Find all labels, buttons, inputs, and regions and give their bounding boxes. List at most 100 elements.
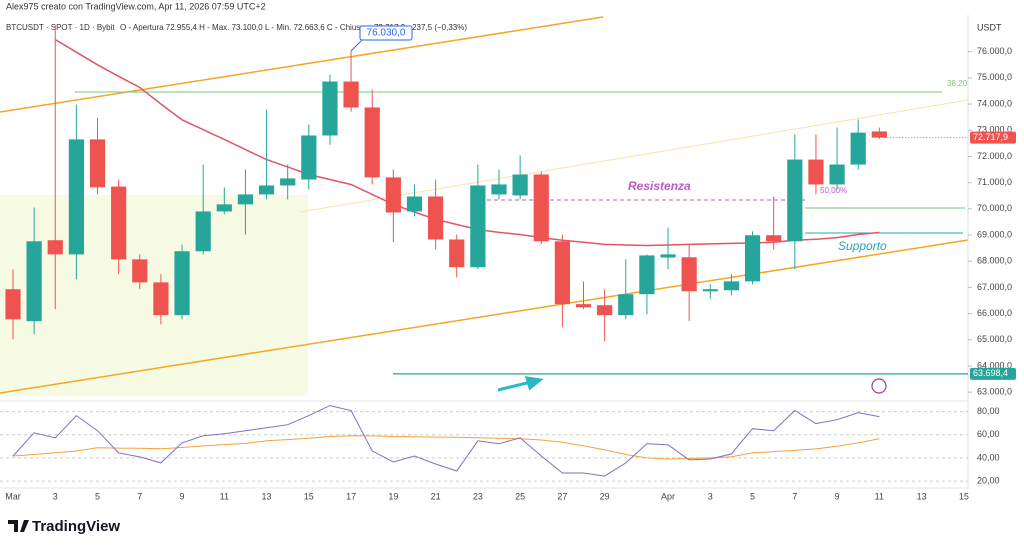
y-tick-label: 73.000,0 [977,125,1012,135]
alert-icon [871,378,887,394]
candle-body [639,255,655,295]
candle-body [681,257,697,292]
candle-body [787,159,803,242]
candle-body [68,139,84,255]
callout-pointer [350,39,363,52]
candle-body [449,239,465,268]
x-tick-label: 7 [137,491,142,501]
candle-body [850,132,866,165]
candle-body [195,211,211,252]
candle-body [766,235,782,242]
ohlc: O - Apertura 72.955,4 H - Max. 73.100,0 … [120,23,467,32]
candle-body [89,139,106,188]
level-label: 63.698,4 [973,368,1008,378]
candle-body [660,254,676,258]
annotation: Supporto [838,239,887,253]
candle-body [808,159,824,185]
channel-upper [0,16,604,113]
y-tick-label: 40,00 [977,452,1000,462]
arrow [497,376,544,392]
candle-body [258,185,275,195]
candle-body [554,241,570,305]
x-tick-label: 19 [388,491,398,501]
price-badge [970,131,1016,144]
candle-body [237,194,254,205]
candle-body [5,289,21,320]
x-tick-label: 5 [750,491,755,501]
candle-body [829,164,845,185]
callout-label: 76.030,0 [367,28,406,39]
y-tick-label: 66.000,0 [977,308,1012,318]
y-tick-label: 64.000,0 [977,360,1012,370]
last-price-label: 72.717,9 [973,132,1008,142]
symbol: BTCUSDT · SPOT · 1D · Bybit [6,23,115,32]
x-tick-label: 13 [917,491,927,501]
x-tick-label: 23 [473,491,483,501]
annotation: 50,00% [820,186,847,195]
candle-body [153,282,169,316]
candle-body [322,81,338,136]
candle-body [216,204,232,212]
channel-mid [299,99,969,213]
y-tick-label: 70.000,0 [977,203,1012,213]
annotation: 38,20 [947,79,968,88]
currency: USDT [977,22,1002,32]
y-tick-label: 60,00 [977,429,1000,439]
candle-body [280,178,296,186]
candle-body [174,251,190,316]
y-tick-label: 71.000,0 [977,177,1012,187]
y-tick-label: 75.000,0 [977,72,1012,82]
x-tick-label: 27 [557,491,567,501]
annotation: Resistenza [628,179,691,193]
x-tick-label: 7 [792,491,797,501]
candle-body [385,177,401,213]
candle-body [427,196,444,240]
candle-body [364,107,380,178]
y-tick-label: 80,00 [977,406,1000,416]
moving-average [54,38,880,247]
callout-box [359,25,413,41]
x-tick-label: 13 [262,491,272,501]
y-tick-label: 68.000,0 [977,256,1012,266]
candle-body [871,131,887,138]
candle-body [702,289,718,292]
y-tick-label: 65.000,0 [977,334,1012,344]
y-tick-label: 69.000,0 [977,229,1012,239]
x-tick-label: Apr [661,491,675,501]
x-tick-label: 9 [180,491,185,501]
candle-body [744,235,761,282]
channel-lower [0,239,969,394]
y-tick-label: 67.000,0 [977,282,1012,292]
logo: TradingView [8,518,120,535]
candle-body [618,294,634,316]
x-tick-label: 3 [708,491,713,501]
rsi [12,405,880,477]
x-tick-label: 21 [431,491,441,501]
y-tick-label: 72.000,0 [977,151,1012,161]
candle-body [47,240,63,255]
candle-body [597,305,613,316]
x-tick-label: 15 [959,491,969,501]
candle-body [26,241,42,322]
x-tick-label: 3 [53,491,58,501]
candle-body [470,185,486,268]
y-tick-label: 74.000,0 [977,98,1012,108]
candle-body [512,174,528,196]
candle-body [491,184,507,195]
x-tick-label: 11 [220,491,229,501]
x-tick-label: 25 [515,491,525,501]
y-tick-label: 20,00 [977,475,1000,485]
candle-body [301,135,317,180]
x-tick-label: 29 [600,491,610,501]
rsi-ma [12,435,880,460]
y-tick-label: 63.000,0 [977,387,1012,397]
author-line: Alex975 creato con TradingView.com, Apr … [6,1,266,11]
level-badge [970,367,1016,380]
x-tick-label: Mar [5,491,21,501]
candle-body [343,81,359,108]
brand: TradingView [32,518,120,535]
candle-body [723,281,740,291]
x-tick-label: 15 [304,491,314,501]
x-tick-label: 11 [875,491,884,501]
